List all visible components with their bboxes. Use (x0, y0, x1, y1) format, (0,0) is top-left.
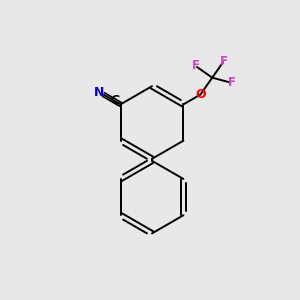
Text: N: N (94, 85, 104, 99)
Text: F: F (192, 59, 200, 73)
Text: F: F (220, 55, 228, 68)
Text: F: F (228, 76, 236, 89)
Text: C: C (110, 94, 119, 107)
Text: O: O (195, 88, 206, 101)
